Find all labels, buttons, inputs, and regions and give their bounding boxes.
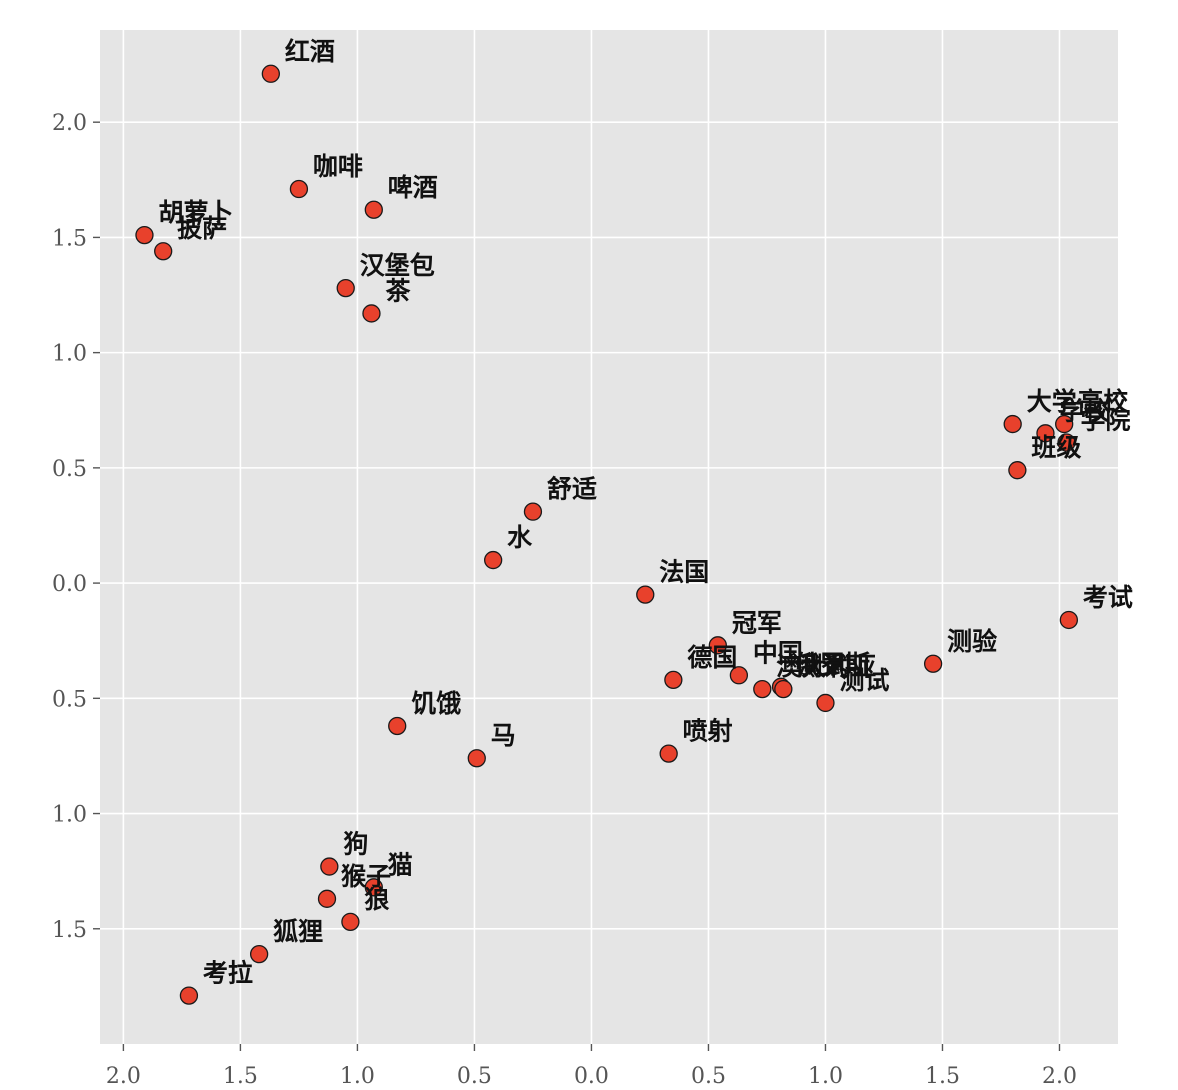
data-point xyxy=(179,986,199,1005)
y-tick-label: 2.0 xyxy=(52,111,87,136)
data-point xyxy=(523,502,543,521)
data-label: 高校 xyxy=(1078,387,1129,416)
data-label: 澳大利亚 xyxy=(776,652,876,681)
data-point xyxy=(154,242,173,261)
data-point xyxy=(753,679,772,699)
data-label: 胡萝卜 xyxy=(158,198,233,227)
data-point xyxy=(1003,414,1022,434)
axis-ticks: 2.0 1.5 1.0 0.5 0.0 0.5 1.0 1.5 2.0 2.0 1.5 1.0 0.5 0… xyxy=(52,111,1077,1089)
data-label: 班级 xyxy=(1031,433,1081,462)
data-point xyxy=(135,225,154,245)
data-label: 猫 xyxy=(388,850,413,879)
data-label: 咖啡 xyxy=(313,152,363,181)
data-point xyxy=(636,585,655,604)
x-tick-label: 2.0 xyxy=(106,1064,141,1089)
data-point xyxy=(289,179,309,199)
data-label: 测试 xyxy=(797,652,847,681)
y-tick-label: 0.5 xyxy=(52,457,87,482)
y-tick-label: 1.0 xyxy=(52,342,87,367)
data-label: 马 xyxy=(491,721,516,750)
data-point xyxy=(364,878,383,897)
data-label: 学院 xyxy=(1081,406,1131,435)
data-point xyxy=(341,912,360,932)
data-label: 狼 xyxy=(364,885,389,914)
data-label: 考试 xyxy=(1083,583,1133,612)
data-point xyxy=(708,636,727,655)
data-label: 狗 xyxy=(343,830,368,859)
data-point xyxy=(261,64,280,83)
data-point xyxy=(774,679,793,699)
data-point xyxy=(336,278,355,298)
data-point xyxy=(388,716,407,736)
y-tick-label: 0.5 xyxy=(52,687,87,712)
data-point xyxy=(664,670,683,690)
data-label: 俄罗斯 xyxy=(794,650,870,679)
data-point xyxy=(467,749,486,768)
x-tick-label: 0.5 xyxy=(457,1064,492,1089)
data-label: 啤酒 xyxy=(388,173,438,202)
data-label: 德国 xyxy=(687,643,737,672)
data-point xyxy=(362,304,381,323)
data-label: 中国 xyxy=(753,638,803,667)
data-point xyxy=(317,889,337,908)
x-tick-label: 0.5 xyxy=(691,1064,726,1089)
data-label: 红酒 xyxy=(285,37,335,66)
data-point xyxy=(249,944,269,964)
data-point xyxy=(1059,610,1079,630)
data-label: 舒适 xyxy=(547,475,597,504)
data-label: 冠军 xyxy=(732,608,782,637)
grid xyxy=(100,30,1118,1044)
x-tick-label: 1.5 xyxy=(223,1064,258,1089)
data-points xyxy=(135,64,1079,1005)
data-label: 学校 xyxy=(1059,396,1110,425)
x-tick-label: 1.0 xyxy=(808,1064,843,1089)
x-tick-label: 1.5 xyxy=(925,1064,960,1089)
data-label: 饥饿 xyxy=(411,689,461,718)
data-label: 猴子 xyxy=(341,862,391,891)
data-label: 大学 xyxy=(1027,387,1077,416)
data-point xyxy=(320,857,339,876)
data-label: 披萨 xyxy=(177,214,227,243)
x-tick-label: 0.0 xyxy=(574,1064,609,1089)
data-point xyxy=(816,693,835,713)
data-point xyxy=(1036,424,1055,443)
x-tick-label: 2.0 xyxy=(1042,1064,1077,1089)
data-label: 水 xyxy=(507,523,533,552)
data-label: 考拉 xyxy=(203,959,253,988)
y-tick-label: 0.0 xyxy=(52,572,87,597)
data-point xyxy=(1008,461,1027,480)
data-label: 喷射 xyxy=(683,717,733,746)
data-point xyxy=(1055,414,1074,434)
data-point xyxy=(659,744,678,763)
data-label: 测验 xyxy=(947,627,997,656)
data-point xyxy=(484,550,503,570)
data-label: 茶 xyxy=(385,276,411,305)
data-point xyxy=(729,666,749,685)
x-tick-label: 1.0 xyxy=(340,1064,375,1089)
y-tick-label: 1.0 xyxy=(52,803,87,828)
data-label: 狐狸 xyxy=(273,917,323,946)
data-label: 汉堡包 xyxy=(360,251,435,280)
y-tick-label: 1.5 xyxy=(52,918,87,943)
data-label: 测试 xyxy=(839,666,889,695)
data-label: 法国 xyxy=(659,558,709,587)
plot-background xyxy=(100,30,1118,1044)
data-point xyxy=(364,200,383,219)
y-tick-label: 1.5 xyxy=(52,226,87,251)
data-point xyxy=(1057,433,1076,452)
data-point xyxy=(923,654,943,673)
